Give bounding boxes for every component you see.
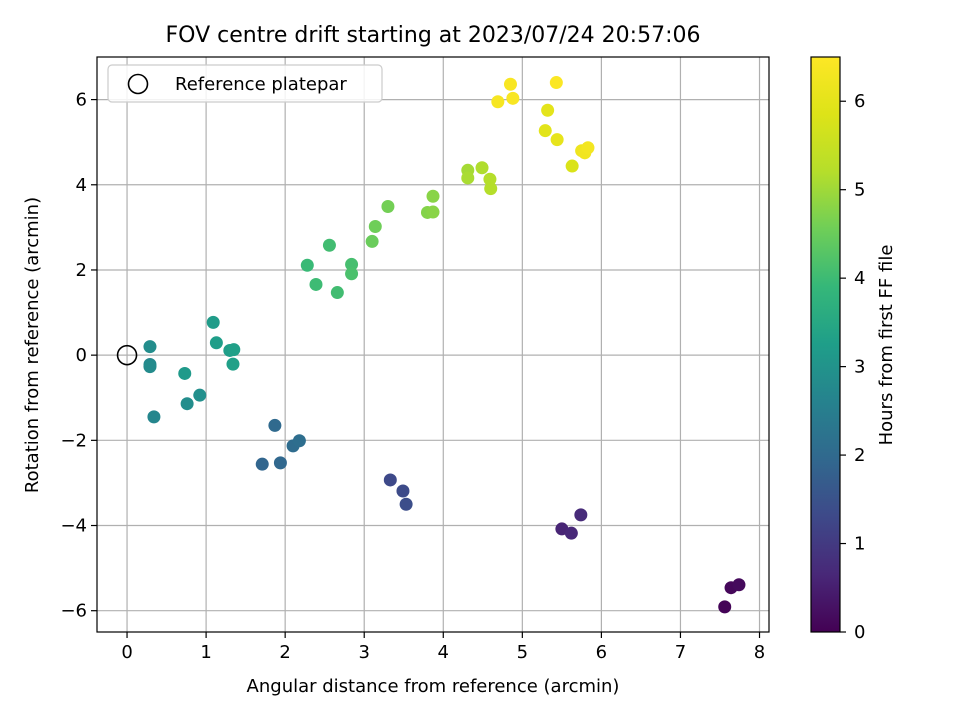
data-point xyxy=(268,418,282,432)
colorbar-label: Hours from first FF file xyxy=(876,245,897,446)
plot-area: 0 1 2 3 4 5 6 7 8 −6 −4 −2 0 2 4 6 xyxy=(60,56,770,663)
y-tick-label: 4 xyxy=(76,175,87,196)
colorbar-tick-label: 3 xyxy=(854,357,865,378)
x-tick-label: 2 xyxy=(279,642,290,663)
data-point xyxy=(345,257,359,271)
colorbar-gradient xyxy=(810,56,841,633)
y-tick-label: −4 xyxy=(60,516,87,537)
data-point xyxy=(206,315,220,329)
x-tick-label: 0 xyxy=(121,642,132,663)
x-tick-label: 7 xyxy=(675,642,686,663)
x-tick-label: 5 xyxy=(517,642,528,663)
colorbar-tick-label: 0 xyxy=(854,622,865,643)
chart-title: FOV centre drift starting at 2023/07/24 … xyxy=(166,23,701,48)
data-point xyxy=(581,141,595,155)
data-point xyxy=(227,343,241,357)
data-point xyxy=(475,161,489,175)
data-point xyxy=(538,124,552,138)
data-point xyxy=(541,103,555,117)
data-point xyxy=(143,360,157,374)
data-point xyxy=(292,434,306,448)
x-tick-label: 1 xyxy=(200,642,211,663)
y-axis-label: Rotation from reference (arcmin) xyxy=(22,197,43,493)
colorbar-tick-label: 4 xyxy=(854,268,865,289)
data-point xyxy=(309,277,323,291)
x-tick-label: 8 xyxy=(754,642,765,663)
legend-marker-open-circle xyxy=(127,73,149,95)
data-point xyxy=(396,484,410,498)
y-tick-label: 6 xyxy=(76,90,87,111)
plot-background xyxy=(97,57,769,632)
data-point xyxy=(426,205,440,219)
legend-box xyxy=(107,64,383,103)
data-point xyxy=(503,77,517,91)
data-point xyxy=(143,340,157,354)
colorbar-tick-label: 5 xyxy=(854,180,865,201)
data-point xyxy=(255,457,269,471)
x-axis-label: Angular distance from reference (arcmin) xyxy=(247,676,620,697)
data-point xyxy=(732,578,746,592)
plot-frame xyxy=(96,56,770,633)
data-point xyxy=(226,357,240,371)
data-point xyxy=(491,95,505,109)
data-point xyxy=(381,200,395,213)
data-point xyxy=(383,473,397,487)
data-point xyxy=(193,388,207,402)
data-point xyxy=(330,286,344,300)
data-point xyxy=(426,189,440,203)
y-tick-label: −6 xyxy=(60,601,87,622)
legend-label: Reference platepar xyxy=(175,74,347,95)
data-point xyxy=(322,238,336,252)
data-point xyxy=(399,497,413,511)
colorbar-tick-label: 1 xyxy=(854,534,865,555)
x-tick-label: 3 xyxy=(358,642,369,663)
data-point xyxy=(345,267,359,281)
x-tick-label: 6 xyxy=(596,642,607,663)
data-point xyxy=(147,410,161,424)
legend: Reference platepar xyxy=(107,64,383,103)
colorbar-tick-label: 2 xyxy=(854,445,865,466)
data-point xyxy=(461,171,475,185)
data-point xyxy=(273,456,287,470)
x-axis-ticks: 0 1 2 3 4 5 6 7 8 xyxy=(121,632,765,663)
data-point xyxy=(209,336,223,350)
data-point xyxy=(565,159,579,173)
data-point xyxy=(180,397,194,411)
data-point xyxy=(368,220,382,234)
data-points xyxy=(143,76,746,614)
colorbar-tick-label: 6 xyxy=(854,91,865,112)
data-point xyxy=(718,600,732,614)
data-point xyxy=(574,508,588,522)
y-tick-label: 2 xyxy=(76,260,87,281)
y-tick-label: −2 xyxy=(60,430,87,451)
data-point xyxy=(506,91,520,105)
data-point xyxy=(564,526,578,540)
colorbar: 0 1 2 3 4 5 6 Hours from first FF file xyxy=(810,56,897,643)
data-point xyxy=(300,258,314,272)
grid-lines xyxy=(97,57,769,632)
y-tick-label: 0 xyxy=(76,345,87,366)
data-point xyxy=(484,182,498,196)
data-point xyxy=(365,234,379,248)
data-point xyxy=(178,366,192,380)
y-axis-ticks: −6 −4 −2 0 2 4 6 xyxy=(60,90,97,622)
data-point xyxy=(549,76,563,90)
colorbar-ticks: 0 1 2 3 4 5 6 xyxy=(840,91,865,643)
reference-platepar-marker xyxy=(116,344,138,366)
data-point xyxy=(550,133,564,147)
data-point xyxy=(483,172,497,186)
x-tick-label: 4 xyxy=(438,642,449,663)
